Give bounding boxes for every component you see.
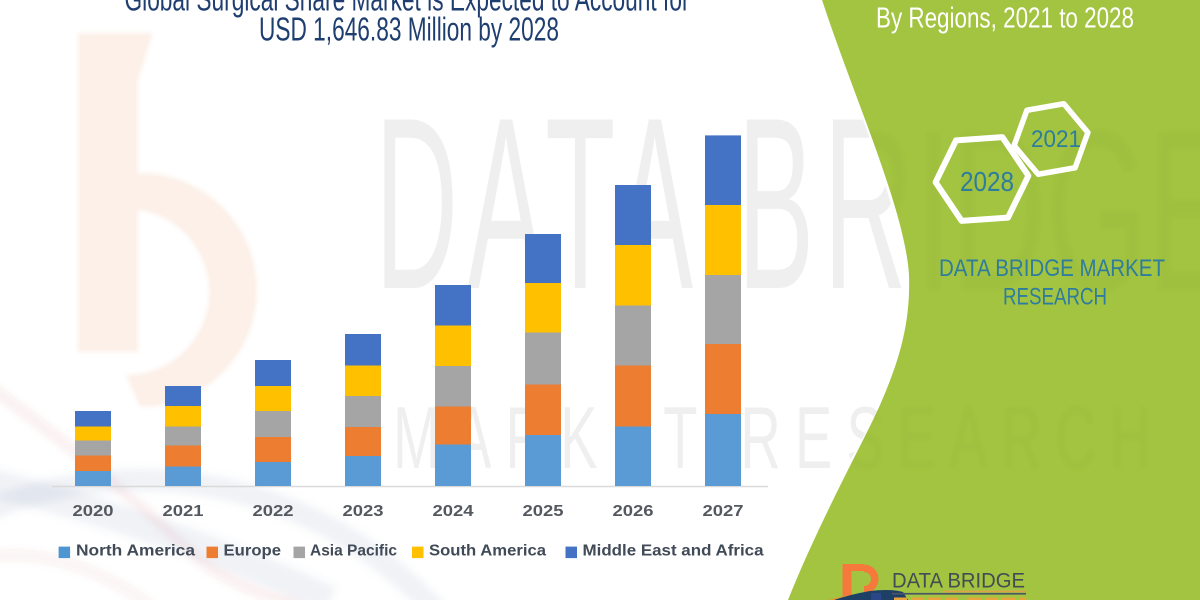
svg-text:Global Surgical Share Market i: Global Surgical Share Market is Expected… <box>125 0 690 18</box>
svg-text:2020: 2020 <box>73 503 114 520</box>
svg-text:MARKET RESEARCH: MARKET RESEARCH <box>393 388 1165 487</box>
svg-text:2028: 2028 <box>960 166 1014 197</box>
svg-text:2025: 2025 <box>523 503 564 520</box>
svg-text:North America: North America <box>76 543 195 560</box>
svg-text:USD 1,646.83 Million by 2028: USD 1,646.83 Million by 2028 <box>259 11 559 48</box>
svg-text:South America: South America <box>429 543 546 560</box>
svg-text:Middle East and Africa: Middle East and Africa <box>583 543 764 560</box>
svg-text:2023: 2023 <box>343 503 384 520</box>
svg-text:2021: 2021 <box>1031 126 1081 153</box>
svg-text:2026: 2026 <box>613 503 654 520</box>
svg-text:Europe: Europe <box>224 543 282 560</box>
svg-text:By Regions, 2021 to 2028: By Regions, 2021 to 2028 <box>876 3 1134 35</box>
svg-text:2022: 2022 <box>253 503 294 520</box>
svg-text:DATA BRIDGE: DATA BRIDGE <box>892 570 1025 593</box>
svg-text:2027: 2027 <box>703 503 744 520</box>
svg-text:2021: 2021 <box>163 503 204 520</box>
svg-text:DATA BRIDGE MARKET: DATA BRIDGE MARKET <box>939 255 1165 282</box>
svg-text:Asia Pacific: Asia Pacific <box>310 543 397 560</box>
svg-text:2024: 2024 <box>433 503 474 520</box>
svg-text:RESEARCH: RESEARCH <box>1003 284 1107 311</box>
